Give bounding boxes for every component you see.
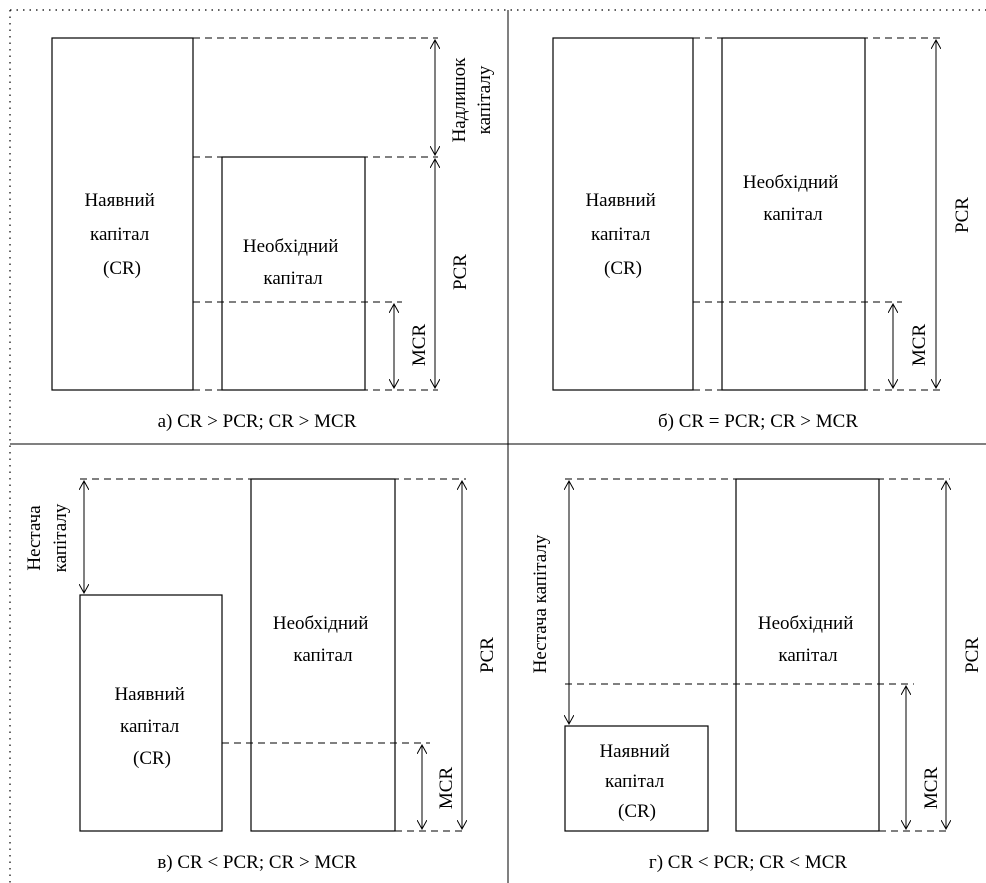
panel-d-available-capital-box [564, 725, 709, 832]
panel-d-pcr-label: PCR [962, 637, 983, 673]
panel-b-pcr-label: PCR [952, 197, 973, 233]
panel-b-required-label: Необхідний капітал [743, 172, 843, 225]
panel-b-required-capital-box [721, 37, 866, 391]
panel-a-surplus-label-line2: капіталу [474, 65, 495, 134]
panel-c-available-label: Наявний капітал (CR) [114, 684, 189, 769]
panel-b-mcr-label: MCR [909, 324, 930, 367]
panel-c-shortage-label-line2: капіталу [50, 503, 71, 572]
panel-d-required-label: Необхідний капітал [758, 613, 858, 666]
panel-a-required-label: Необхідний капітал [243, 236, 343, 289]
panel-c-required-capital-box [250, 478, 396, 832]
panel-a-caption: а) CR > PCR; CR > MCR [158, 411, 357, 432]
panel-a-mcr-label: MCR [409, 324, 430, 367]
panel-c-pcr-label: PCR [477, 637, 498, 673]
panel-c-mcr-label: MCR [436, 767, 457, 810]
panel-b-available-label: Наявний капітал (CR) [585, 190, 660, 279]
panel-a-required-capital-box [221, 156, 366, 391]
panel-c-available-capital-box [79, 594, 223, 832]
panel-c-caption: в) CR < PCR; CR > MCR [157, 852, 357, 873]
panel-d-required-capital-box [735, 478, 880, 832]
panel-d-mcr-label: MCR [921, 767, 942, 810]
panel-a-pcr-label: PCR [450, 254, 471, 290]
panel-c: Нестача капіталу Наявний капітал (CR) Не… [24, 478, 498, 873]
panel-b: Наявний капітал (CR) Необхідний капітал … [552, 37, 973, 432]
panel-d-available-label: Наявний капітал (CR) [599, 741, 674, 822]
panel-c-required-label: Необхідний капітал [273, 613, 373, 666]
panel-b-caption: б) CR = PCR; CR > MCR [658, 411, 858, 432]
panel-a-available-capital-box [51, 37, 194, 391]
panel-c-shortage-label-line1: Нестача [24, 505, 45, 571]
panel-a-available-label: Наявний капітал (CR) [84, 190, 159, 279]
panel-b-available-capital-box [552, 37, 694, 391]
panel-d-caption: г) CR < PCR; CR < MCR [649, 852, 848, 873]
panel-a: Наявний капітал (CR) Необхідний капітал … [51, 37, 495, 432]
panel-a-surplus-label-line1: Надлишок [449, 57, 470, 143]
panel-d-shortage-label: Нестача капіталу [530, 534, 551, 673]
panel-d: Нестача капіталу Наявний капітал (CR) Не… [530, 478, 983, 873]
